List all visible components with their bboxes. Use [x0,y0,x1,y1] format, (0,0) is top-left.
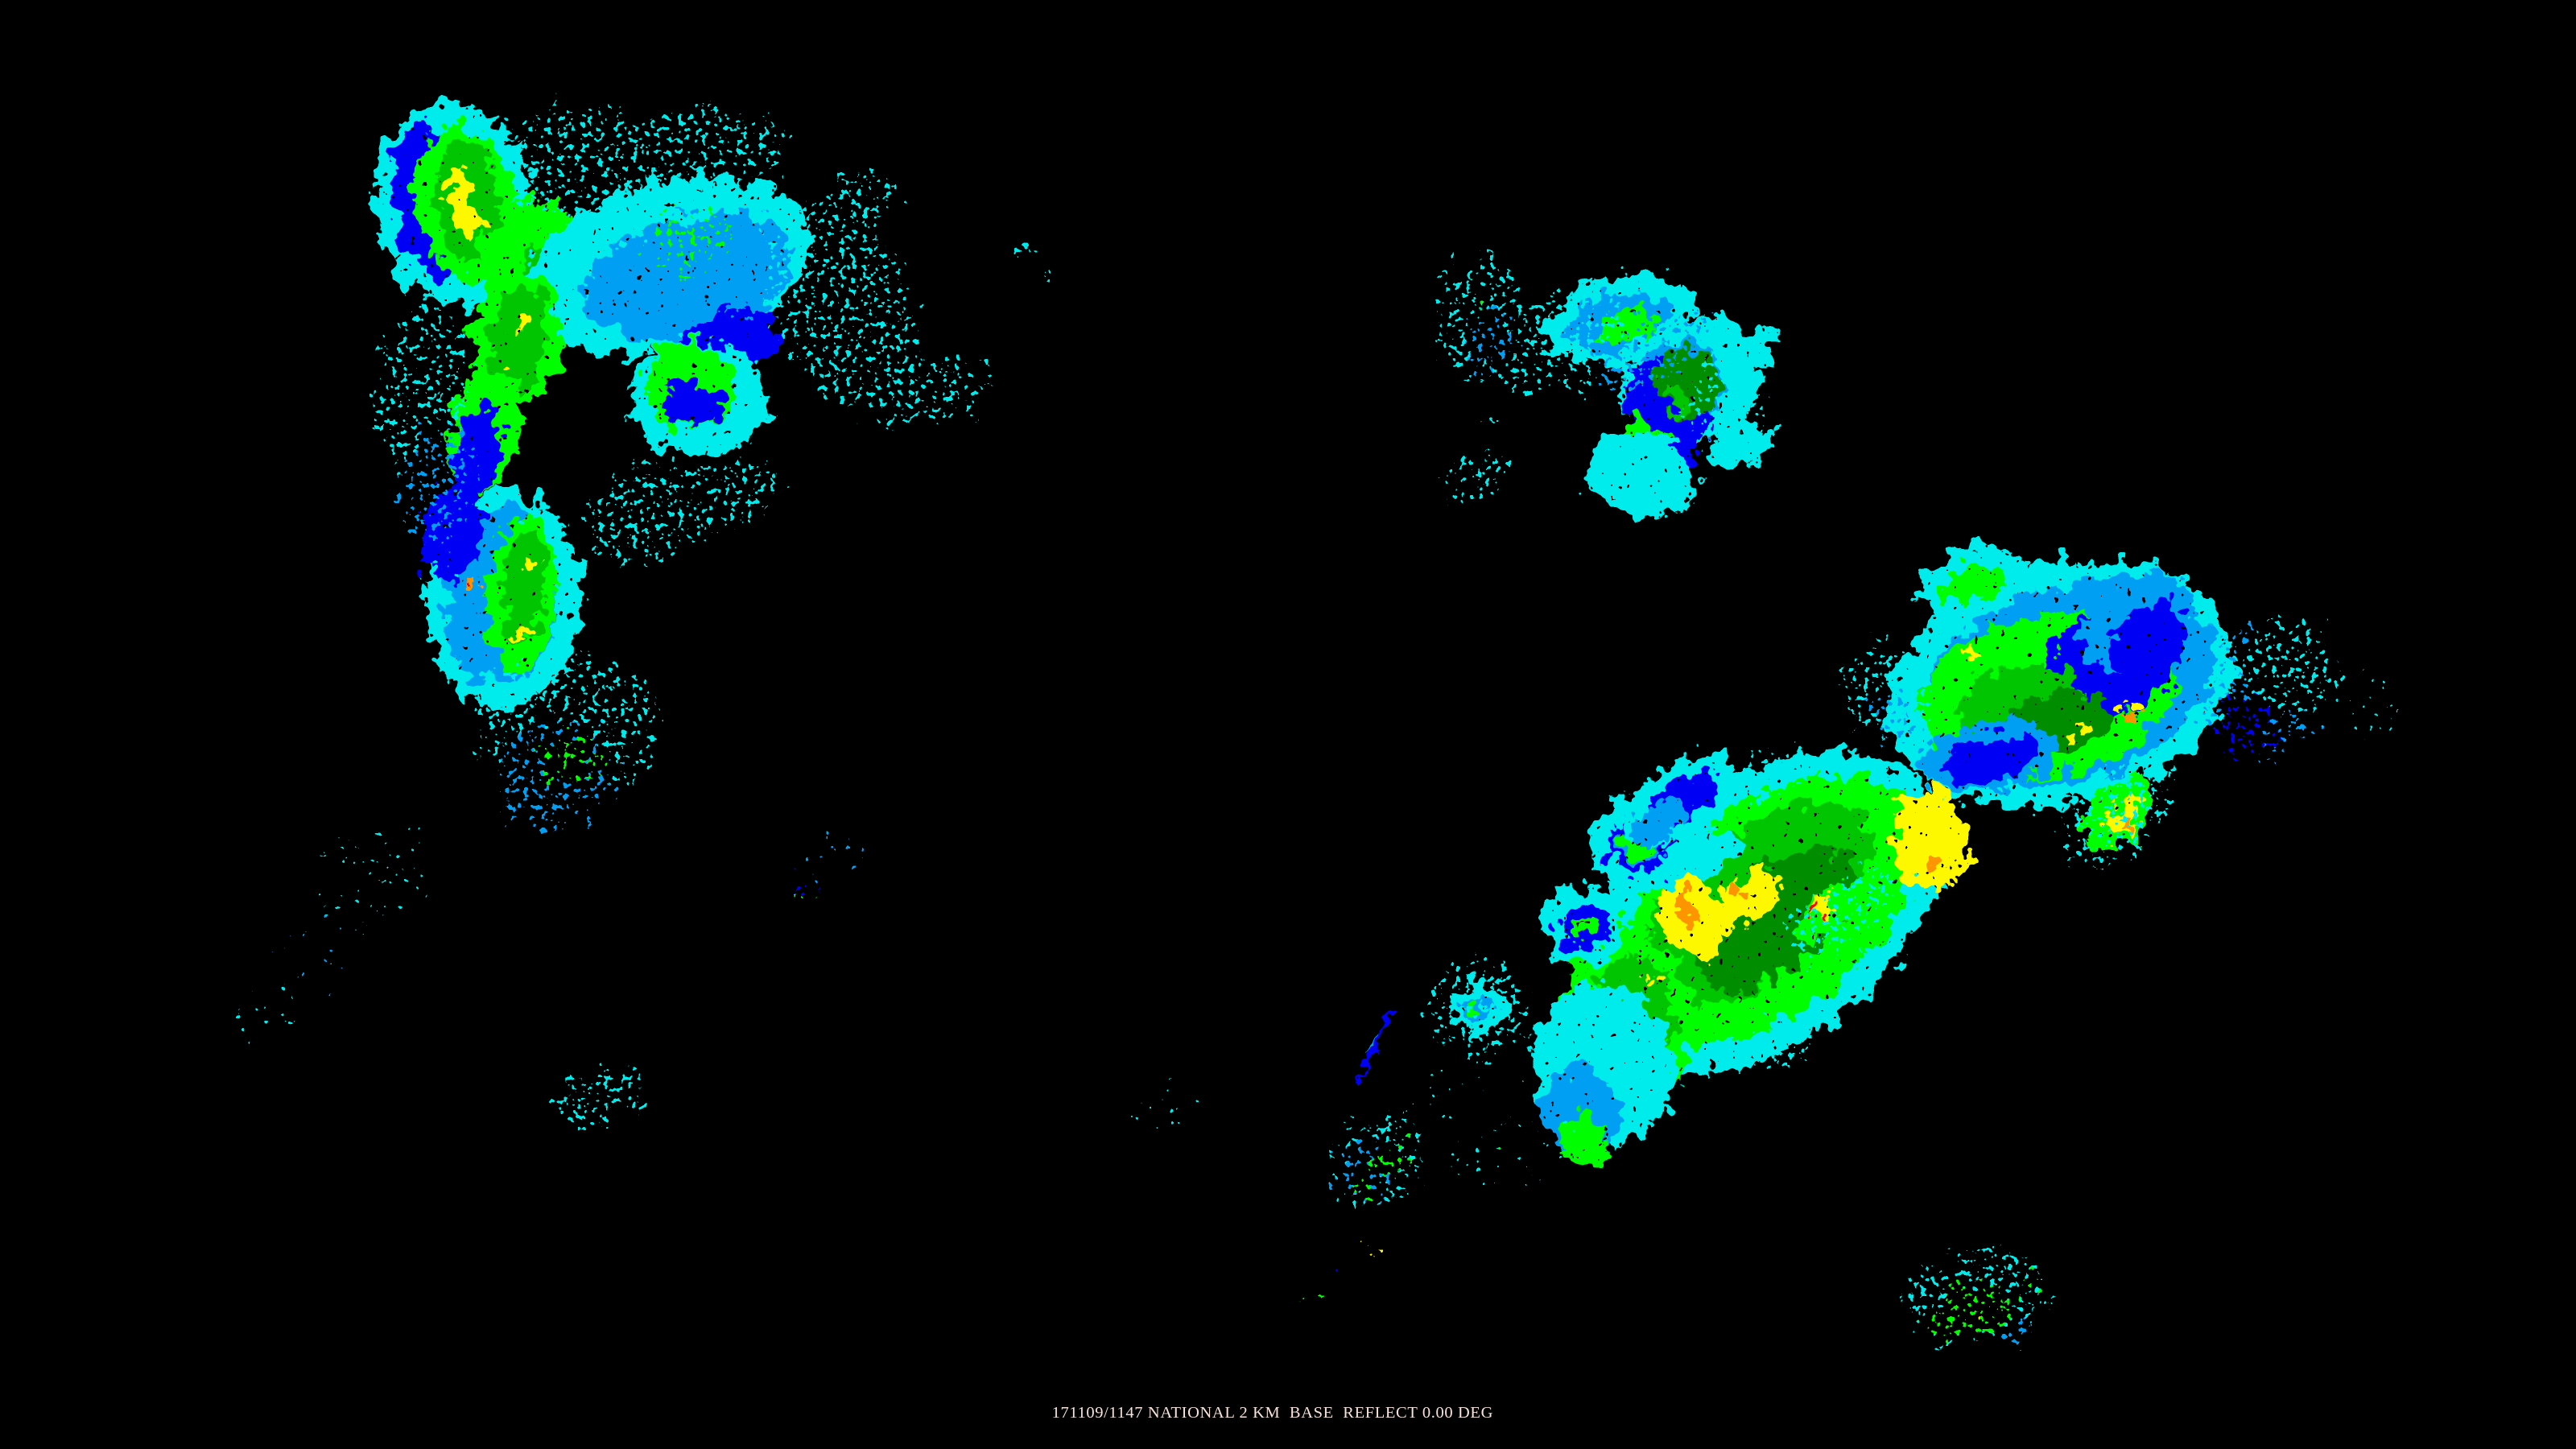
echo-blob-dbz20 [1488,1153,1504,1166]
echo-group-se-faint [1405,675,2406,1189]
echo-blob-dbz30 [1695,848,1856,990]
echo-blob-dbz5 [1005,242,1037,261]
echo-blob-dbz15 [1333,1263,1343,1284]
echo-blob-dbz5 [1132,1084,1203,1130]
echo-blob-dbz35 [1900,788,1948,823]
echo-blob-dbz20 [794,886,808,898]
echo-blob-dbz10 [1593,305,1711,390]
echo-blob-dbz45 [1673,891,1699,925]
echo-blob-dbz5 [1789,869,1890,963]
echo-blob-dbz10 [278,916,358,992]
echo-blob-dbz5 [517,101,610,157]
echo-group-south-scatter [1904,1250,2049,1344]
echo-blob-dbz5 [556,1068,643,1129]
echo-blob-dbz5 [2238,620,2334,716]
echo-blob-dbz5 [312,822,429,933]
echo-blob-dbz5 [1440,459,1506,507]
echo-blob-dbz5 [1405,1055,1493,1119]
echo-blob-dbz50 [469,585,476,590]
echo-blob-dbz10 [401,423,477,543]
echo-blob-dbz35 [516,324,530,333]
echo-blob-dbz35 [1967,648,1981,659]
echo-blob-dbz20 [537,734,598,779]
echo-blob-dbz5 [233,980,298,1040]
echo-blob-dbz20 [2025,1276,2041,1297]
echo-group-nc-scatter [1440,291,1764,507]
echo-blob-dbz35 [1372,1250,1380,1260]
echo-blob-dbz15 [1943,736,2037,784]
echo-blob-dbz10 [1364,1030,1377,1057]
echo-blob-dbz15 [2108,603,2187,677]
echo-blob-dbz5 [810,175,897,236]
echo-blob-dbz45 [1727,882,1744,898]
echo-blob-dbz5 [2062,758,2172,868]
echo-group-nw-dense [374,105,810,708]
echo-blob-dbz20 [1350,1174,1374,1196]
echo-blob-dbz10 [1993,1320,2032,1344]
echo-blob-dbz5 [677,457,780,533]
echo-blob-dbz10 [1464,306,1514,370]
echo-blob-dbz25 [492,283,548,390]
echo-blob-dbz35 [506,360,518,368]
echo-blob-dbz35 [1645,973,1658,983]
echo-blob-dbz5 [1748,1017,1810,1068]
echo-blob-dbz20 [644,209,733,274]
echo-blobs-root [233,101,2406,1344]
echo-blob-dbz10 [1632,799,1688,846]
echo-blob-dbz45 [1924,854,1943,869]
echo-blob-dbz5 [1443,1113,1567,1189]
echo-blob-dbz10 [795,827,864,888]
echo-blob-dbz15 [2215,695,2277,754]
echo-blob-dbz5 [1587,436,1700,518]
echo-blob-dbz35 [522,559,535,568]
echo-blob-dbz5 [1505,345,1563,399]
echo-blob-dbz20 [1472,288,1485,317]
echo-blob-dbz15 [1361,1015,1389,1078]
echo-blob-dbz20 [1370,1141,1409,1177]
echo-blob-dbz5 [1431,963,1528,1053]
echo-blob-dbz5 [1950,1250,1974,1268]
product-caption: 171109/1147 NATIONAL 2 KM BASE REFLECT 0… [1051,1404,1493,1422]
echo-group-se-rings [1542,752,1740,964]
echo-group-nw-trail [233,822,1203,1130]
echo-blob-dbz25 [503,528,547,644]
echo-blob-dbz35 [448,167,477,240]
echo-group-se-scatter [1306,620,2334,1301]
echo-group-se-line [1361,1015,1389,1078]
echo-blob-dbz5 [1690,358,1764,455]
echo-blob-dbz5 [1483,419,1499,431]
echo-blob-dbz5 [1732,748,1802,798]
echo-blob-dbz20 [1942,561,2006,605]
echo-blob-dbz20 [1306,1291,1314,1301]
echo-blob-dbz15 [665,383,723,425]
echo-group-se-shield [1886,546,2235,810]
echo-blob-dbz35 [2120,702,2133,712]
echo-blob-dbz10 [1868,692,1916,741]
echo-blob-dbzbk [1579,926,1586,931]
echo-blob-dbz35 [1970,1317,1978,1323]
echo-group-west-small [1437,258,1525,378]
echo-blob-dbz45 [2128,712,2139,720]
echo-blob-dbz35 [518,632,529,640]
echo-blob-dbz5 [2343,675,2406,742]
echo-group-nw-scatter [376,101,1055,1129]
echo-blob-dbz35 [2074,726,2087,736]
echo-blob-dbz5 [1661,828,1740,881]
echo-blob-dbz5 [1038,266,1055,276]
echo-blob-dbz20 [1561,1112,1608,1166]
echo-blob-dbz5 [898,360,985,421]
echo-blob-dbz20 [1925,1284,2017,1337]
echo-blob-dbz35 [1925,1311,1933,1317]
